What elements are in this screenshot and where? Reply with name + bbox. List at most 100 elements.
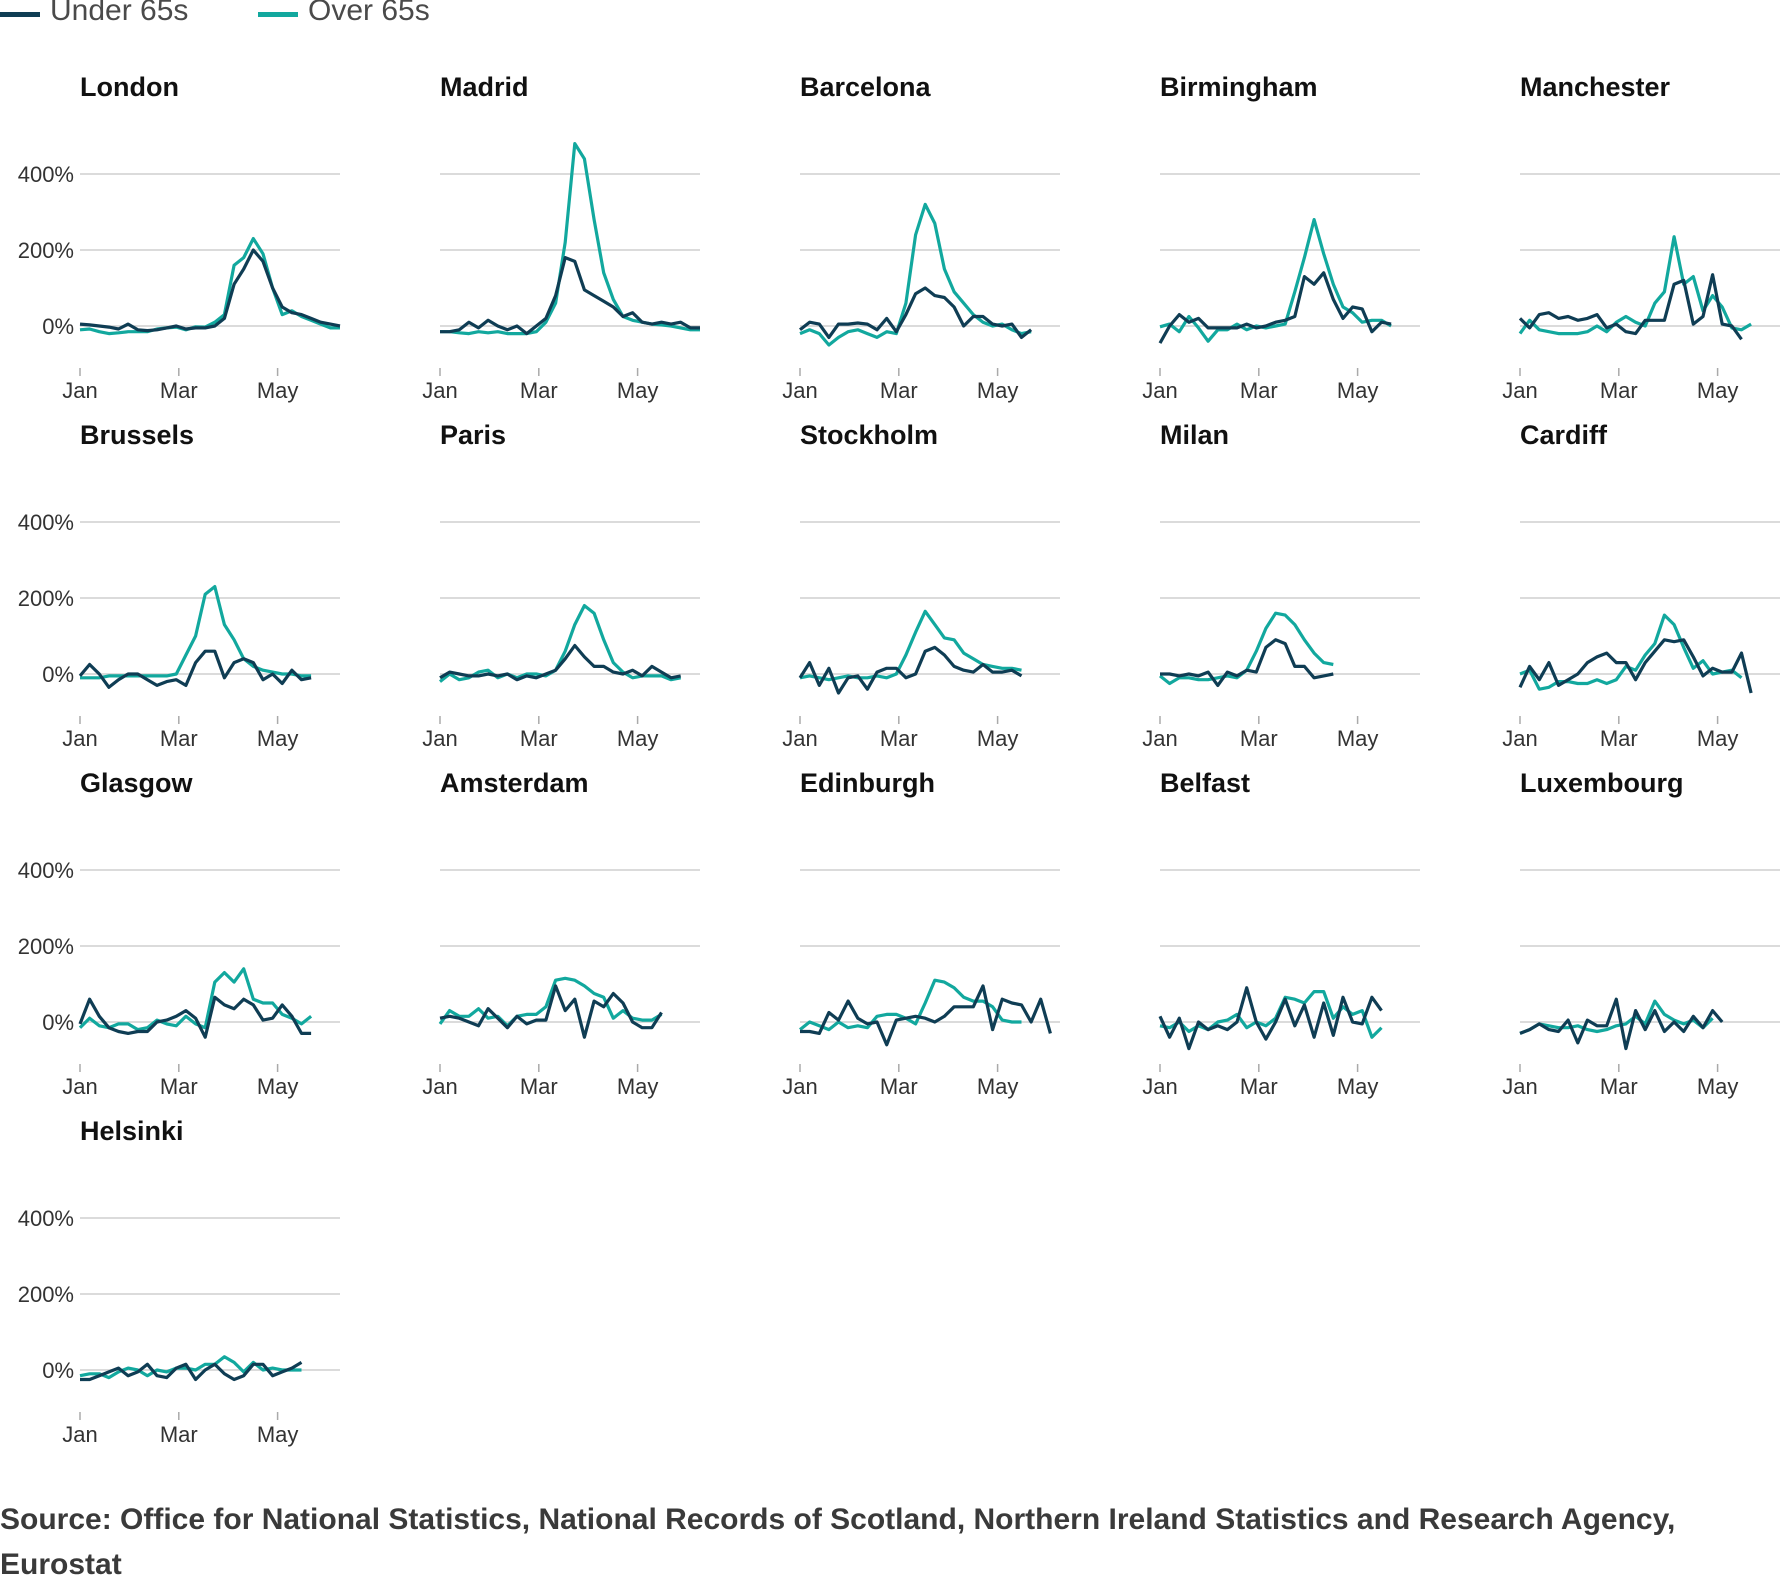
series-line-over-65s-madrid — [440, 142, 700, 336]
x-tick-label-jan-milan: Jan — [1142, 726, 1177, 751]
panel-title-glasgow: Glasgow — [80, 768, 194, 798]
x-tick-label-may-cardiff: May — [1697, 726, 1739, 751]
y-tick-label-200-glasgow: 200% — [18, 934, 74, 959]
series-line-under-65s-belfast — [1158, 986, 1383, 1051]
series-line-over-65s-amsterdam — [438, 976, 663, 1028]
series-line-under-65s-stockholm — [798, 645, 1023, 695]
series-line-over-65s-edinburgh — [799, 978, 1022, 1032]
x-tick-label-may-luxembourg: May — [1697, 1074, 1739, 1099]
x-tick-label-may-glasgow: May — [257, 1074, 299, 1099]
x-tick-label-may-edinburgh: May — [977, 1074, 1019, 1099]
series-line-under-65s-milan — [1160, 638, 1334, 688]
x-tick-label-mar-milan: Mar — [1240, 726, 1278, 751]
series-line-over-65s-brussels — [80, 584, 312, 680]
y-tick-label-400-brussels: 400% — [18, 510, 74, 535]
panel-title-manchester: Manchester — [1520, 72, 1671, 102]
x-tick-label-mar-paris: Mar — [520, 726, 558, 751]
x-tick-label-may-stockholm: May — [977, 726, 1019, 751]
y-tick-label-0-brussels: 0% — [42, 662, 74, 687]
x-tick-label-may-manchester: May — [1697, 378, 1739, 403]
series-line-over-65s-cardiff — [1519, 613, 1743, 691]
panel-title-cardiff: Cardiff — [1520, 420, 1608, 450]
legend-label-under-65s: Under 65s — [50, 0, 189, 27]
panel-title-paris: Paris — [440, 420, 506, 450]
x-tick-label-jan-madrid: Jan — [422, 378, 457, 403]
x-tick-label-may-amsterdam: May — [617, 1074, 659, 1099]
series-line-over-65s-london — [79, 237, 340, 336]
legend-swatch-under-65s — [0, 12, 40, 17]
x-tick-label-mar-birmingham: Mar — [1240, 378, 1278, 403]
x-tick-label-jan-manchester: Jan — [1502, 378, 1537, 403]
series-line-over-65s-luxembourg — [1519, 999, 1714, 1035]
x-tick-label-mar-cardiff: Mar — [1600, 726, 1638, 751]
y-tick-label-400-glasgow: 400% — [18, 858, 74, 883]
x-tick-label-jan-helsinki: Jan — [62, 1422, 97, 1447]
x-tick-label-jan-birmingham: Jan — [1142, 378, 1177, 403]
x-tick-label-may-birmingham: May — [1337, 378, 1379, 403]
x-tick-label-mar-amsterdam: Mar — [520, 1074, 558, 1099]
series-line-over-65s-paris — [439, 603, 682, 683]
series-line-under-65s-helsinki — [80, 1361, 303, 1382]
y-tick-label-200-helsinki: 200% — [18, 1282, 74, 1307]
x-tick-label-mar-edinburgh: Mar — [880, 1074, 918, 1099]
x-tick-label-mar-manchester: Mar — [1600, 378, 1638, 403]
x-tick-label-may-barcelona: May — [977, 378, 1019, 403]
series-line-under-65s-london — [79, 248, 341, 333]
y-tick-label-200-brussels: 200% — [18, 586, 74, 611]
x-tick-label-mar-glasgow: Mar — [160, 1074, 198, 1099]
x-tick-label-jan-barcelona: Jan — [782, 378, 817, 403]
x-tick-label-jan-paris: Jan — [422, 726, 457, 751]
y-tick-label-400-helsinki: 400% — [18, 1206, 74, 1231]
x-tick-label-jan-glasgow: Jan — [62, 1074, 97, 1099]
panel-title-stockholm: Stockholm — [800, 420, 938, 450]
series-line-under-65s-brussels — [78, 649, 312, 689]
x-tick-label-mar-london: Mar — [160, 378, 198, 403]
x-tick-label-mar-brussels: Mar — [160, 726, 198, 751]
x-tick-label-jan-amsterdam: Jan — [422, 1074, 457, 1099]
x-tick-label-may-helsinki: May — [257, 1422, 299, 1447]
panel-title-amsterdam: Amsterdam — [440, 768, 589, 798]
panel-title-milan: Milan — [1160, 420, 1229, 450]
x-tick-label-jan-stockholm: Jan — [782, 726, 817, 751]
y-tick-label-0-helsinki: 0% — [42, 1358, 74, 1383]
series-line-under-65s-barcelona — [799, 286, 1033, 339]
x-tick-label-jan-belfast: Jan — [1142, 1074, 1177, 1099]
x-tick-label-may-belfast: May — [1337, 1074, 1379, 1099]
panel-title-london: London — [80, 72, 179, 102]
x-tick-label-mar-madrid: Mar — [520, 378, 558, 403]
x-tick-label-jan-luxembourg: Jan — [1502, 1074, 1537, 1099]
x-tick-label-may-brussels: May — [257, 726, 299, 751]
x-tick-label-jan-cardiff: Jan — [1502, 726, 1537, 751]
legend-swatch-over-65s — [258, 12, 298, 17]
x-tick-label-mar-luxembourg: Mar — [1600, 1074, 1638, 1099]
x-tick-label-may-madrid: May — [617, 378, 659, 403]
series-line-under-65s-manchester — [1518, 273, 1743, 341]
x-tick-label-mar-stockholm: Mar — [880, 726, 918, 751]
series-line-under-65s-madrid — [440, 256, 700, 336]
panel-title-belfast: Belfast — [1160, 768, 1250, 798]
small-multiples-chart: London 0% 200% 400% Jan Mar May Madrid Jan Mar May… — [18, 72, 1780, 1447]
panel-title-birmingham: Birmingham — [1160, 72, 1318, 102]
x-tick-label-may-london: May — [257, 378, 299, 403]
panel-title-barcelona: Barcelona — [800, 72, 932, 102]
x-tick-label-mar-barcelona: Mar — [880, 378, 918, 403]
panel-title-brussels: Brussels — [80, 420, 194, 450]
series-line-under-65s-cardiff — [1518, 638, 1753, 694]
series-line-under-65s-glasgow — [78, 995, 312, 1039]
x-tick-label-may-paris: May — [617, 726, 659, 751]
panel-title-madrid: Madrid — [440, 72, 529, 102]
x-tick-label-jan-edinburgh: Jan — [782, 1074, 817, 1099]
y-tick-label-400-london: 400% — [18, 162, 74, 187]
series-line-under-65s-amsterdam — [439, 984, 663, 1039]
y-tick-label-0-glasgow: 0% — [42, 1010, 74, 1035]
series-line-under-65s-birmingham — [1158, 271, 1392, 344]
y-tick-label-200-london: 200% — [18, 238, 74, 263]
series-line-under-65s-luxembourg — [1519, 997, 1724, 1051]
series-line-over-65s-glasgow — [78, 967, 313, 1032]
series-line-under-65s-paris — [439, 643, 682, 682]
x-tick-label-jan-london: Jan — [62, 378, 97, 403]
y-tick-label-0-london: 0% — [42, 314, 74, 339]
x-tick-label-mar-helsinki: Mar — [160, 1422, 198, 1447]
series-line-over-65s-barcelona — [799, 202, 1032, 347]
panel-title-luxembourg: Luxembourg — [1520, 768, 1684, 798]
